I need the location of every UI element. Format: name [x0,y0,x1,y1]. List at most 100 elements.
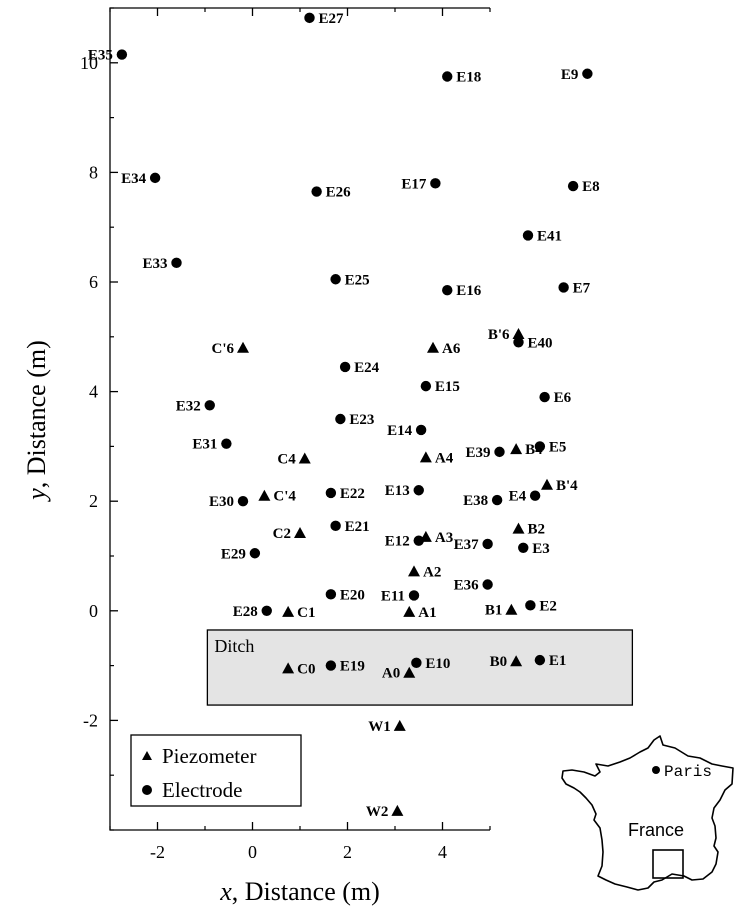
piezometer-marker [408,565,420,577]
piezometer-label: B1 [485,603,503,619]
y-tick-label: 6 [89,272,98,292]
electrode-label: E12 [385,534,410,550]
electrode-label: E40 [528,335,553,351]
electrode-marker [442,285,453,296]
electrode-label: E24 [354,360,380,376]
electrode-marker [204,400,215,411]
electrode-label: E36 [454,577,480,593]
electrode-label: E22 [340,486,365,502]
electrode-marker [413,535,424,546]
x-tick-label: 2 [343,842,352,862]
legend-box [130,734,302,807]
electrode-label: E27 [319,11,345,27]
electrode-label: E26 [326,185,352,201]
electrode-marker [558,282,569,293]
piezometer-marker [512,328,525,340]
piezometer-label: C0 [297,661,315,677]
piezometer-label: C2 [273,526,291,542]
electrode-marker [534,654,546,666]
electrode-marker [408,590,420,601]
y-tick-label: -2 [83,710,98,730]
paris-label: Paris [664,763,712,781]
electrode-marker [330,274,341,285]
ditch-area [206,629,634,706]
electrode-marker [482,579,493,590]
electrode-label: E32 [176,398,201,414]
piezometer-label: A0 [382,666,400,682]
electrode-marker [482,538,493,550]
axes-frame [109,7,490,831]
legend-label-electrode: Electrode [162,778,242,802]
y-tick-label: 0 [89,601,98,621]
electrode-marker [249,548,261,559]
electrode-label: E31 [192,437,217,453]
piezometer-marker [541,478,553,490]
y-tick-label: 4 [89,382,98,402]
piezometer-marker [391,804,404,816]
legend-circle-marker [142,785,152,795]
electrode-label: E6 [554,390,572,406]
electrode-marker [420,380,432,392]
piezometer-marker [427,341,439,353]
electrode-marker [415,424,427,436]
electrode-marker [411,657,422,669]
piezometer-label: C4 [277,451,296,467]
piezometer-label: C'6 [212,341,235,357]
electrode-marker [304,12,315,24]
electrode-label: E39 [465,445,490,461]
electrode-label: E23 [349,412,374,428]
inset-map-france: Paris France [561,735,734,891]
electrode-label: E41 [537,228,562,244]
x-tick-label: 0 [248,842,257,862]
electrode-marker [525,600,536,611]
electrode-marker [529,490,541,501]
svg-text:y, Distance (m): y, Distance (m) [22,340,51,503]
piezometer-marker [510,443,523,455]
piezometer-marker [403,666,416,678]
electrode-label: E11 [381,588,405,604]
piezometer-label: B2 [528,522,546,538]
electrode-label: E35 [88,48,113,64]
electrode-marker [567,180,579,192]
electrode-label: E9 [561,67,579,83]
piezometer-label: A2 [423,564,441,580]
electrode-label: E25 [345,272,370,288]
electrode-label: E3 [532,541,550,557]
piezometer-marker [294,526,306,538]
y-axis-variable: y [22,488,51,503]
piezometer-label: A3 [435,530,453,546]
paris-marker [652,766,660,774]
piezometer-label: C'4 [273,489,296,505]
x-axis-title-text: , Distance (m) [232,877,380,906]
piezometer-marker [403,605,416,617]
piezometer-marker [505,603,518,615]
x-axis-title: x, Distance (m) [219,877,380,906]
piezometer-label: B'4 [556,478,578,494]
y-axis-title: y, Distance (m) [22,340,51,503]
electrode-marker [522,230,534,241]
electrode-label: E19 [340,659,365,675]
electrode-label: E5 [549,439,567,455]
electrode-label: E1 [549,653,567,669]
electrode-label: E8 [582,179,600,195]
y-tick-label: 10 [80,53,98,73]
electrode-marker [494,446,505,458]
electrode-marker [149,172,161,184]
electrode-label: E17 [401,176,427,192]
piezometer-label: W2 [366,804,389,820]
electrode-marker [237,496,249,507]
france-outline [561,735,734,891]
ditch-label: Ditch [214,636,254,656]
piezometer-label: A6 [442,341,461,357]
electrode-label: E18 [456,70,481,86]
x-axis-variable: x [219,877,232,906]
electrode-marker [261,605,272,616]
piezometer-label: B'6 [488,327,510,343]
piezometer-marker [512,522,525,534]
electrode-label: E21 [345,519,370,535]
site-location-box [652,849,684,879]
electrode-marker [534,441,546,452]
piezometer-label: C1 [297,605,315,621]
